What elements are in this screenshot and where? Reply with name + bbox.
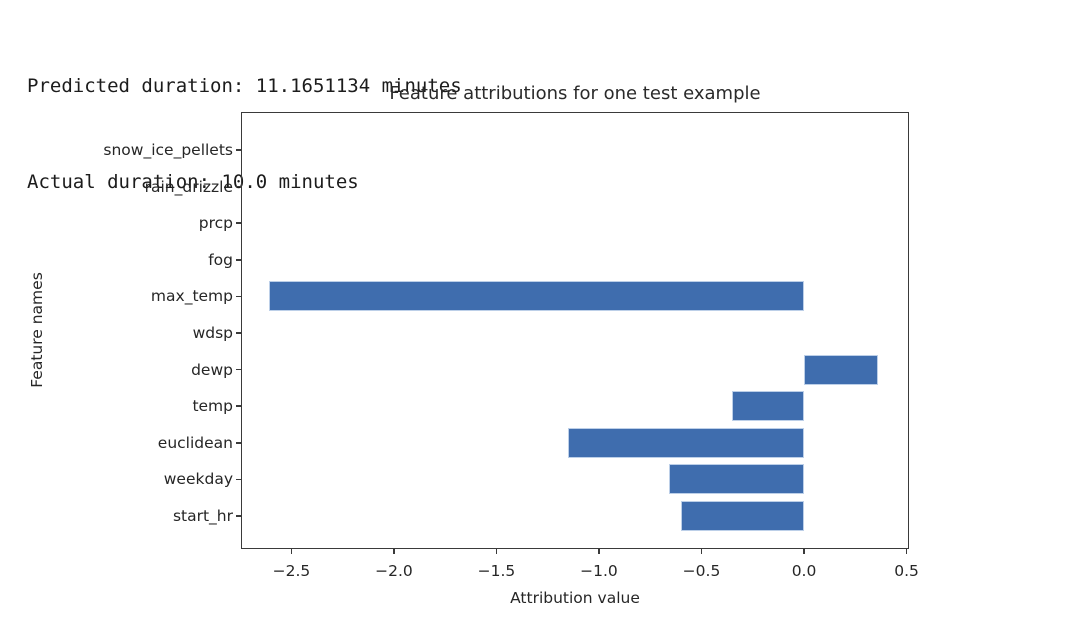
y-tick-mark bbox=[236, 368, 241, 371]
bar-start_hr bbox=[681, 501, 805, 531]
x-tick-mark bbox=[598, 549, 600, 554]
x-tick-label: 0.5 bbox=[894, 562, 919, 580]
y-tick-mark bbox=[236, 442, 241, 444]
y-tick-label: fog bbox=[208, 250, 233, 269]
y-tick-label: snow_ice_pellets bbox=[103, 141, 233, 159]
plot-area bbox=[241, 112, 909, 549]
y-tick-label: wdsp bbox=[192, 324, 233, 342]
x-tick-mark bbox=[803, 549, 805, 554]
bar-weekday bbox=[668, 464, 804, 495]
y-tick-mark bbox=[236, 149, 241, 151]
y-tick-label: prcp bbox=[198, 214, 233, 233]
chart-title: Feature attributions for one test exampl… bbox=[389, 83, 761, 104]
y-tick-mark bbox=[236, 478, 241, 481]
y-tick-mark bbox=[236, 295, 241, 298]
y-tick-label: euclidean bbox=[157, 433, 233, 452]
x-tick-label: −0.5 bbox=[682, 562, 721, 580]
y-tick-label: temp bbox=[192, 397, 233, 416]
y-tick-mark bbox=[236, 332, 241, 334]
y-tick-label: dewp bbox=[191, 360, 233, 379]
y-tick-label: start_hr bbox=[172, 507, 233, 525]
console-output: Predicted duration: 11.1651134 minutes A… bbox=[27, 6, 462, 262]
bar-max_temp bbox=[268, 281, 804, 312]
y-tick-mark bbox=[236, 222, 241, 224]
console-line-predicted: Predicted duration: 11.1651134 minutes bbox=[27, 75, 462, 97]
bar-temp bbox=[732, 391, 804, 422]
y-tick-label: rain_drizzle bbox=[144, 177, 233, 196]
y-tick-label: weekday bbox=[163, 470, 233, 489]
y-tick-label: max_temp bbox=[150, 287, 233, 306]
y-tick-mark bbox=[236, 405, 241, 407]
x-axis-title: Attribution value bbox=[510, 589, 640, 607]
console-line-actual: Actual duration: 10.0 minutes bbox=[27, 171, 359, 193]
x-tick-label: −1.0 bbox=[580, 562, 618, 580]
y-tick-mark bbox=[236, 259, 241, 261]
x-tick-label: −1.5 bbox=[477, 562, 516, 580]
x-tick-label: −2.0 bbox=[375, 562, 413, 580]
x-tick-mark bbox=[393, 549, 395, 554]
x-tick-mark bbox=[290, 549, 293, 554]
x-tick-mark bbox=[905, 549, 908, 554]
x-tick-mark bbox=[700, 549, 703, 554]
bar-euclidean bbox=[568, 427, 804, 458]
y-tick-mark bbox=[236, 515, 241, 517]
bar-dewp bbox=[804, 354, 878, 385]
x-tick-mark bbox=[495, 549, 498, 554]
y-tick-mark bbox=[236, 185, 241, 188]
x-tick-label: −2.5 bbox=[272, 562, 311, 580]
x-tick-label: 0.0 bbox=[791, 562, 817, 580]
